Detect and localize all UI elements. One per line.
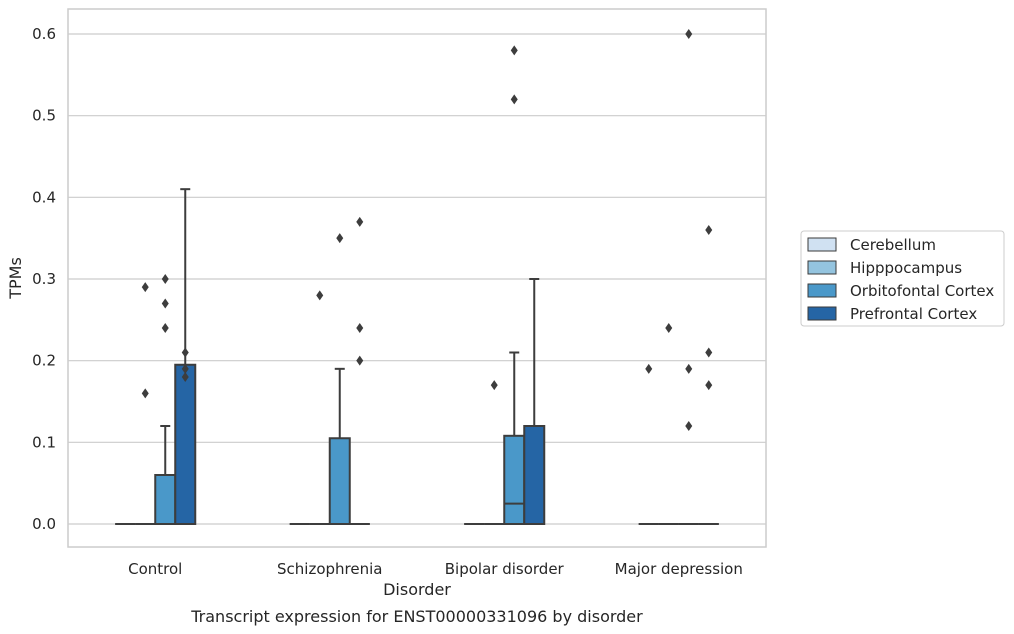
x-tick-labels: Control Schizophrenia Bipolar disorder Majo… xyxy=(128,560,743,578)
outlier-point xyxy=(141,388,149,399)
legend-swatch-cerebellum xyxy=(807,237,837,252)
x-tick-label: Bipolar disorder xyxy=(445,560,565,578)
legend-label-cerebellum: Cerebellum xyxy=(850,236,936,254)
legend-label-prefrontal: Prefrontal Cortex xyxy=(850,305,977,323)
y-tick-label: 0.1 xyxy=(32,433,56,451)
outlier-point xyxy=(685,421,693,431)
x-tick-label: Control xyxy=(128,560,182,578)
outlier-point xyxy=(181,347,189,358)
legend-swatch-prefrontal xyxy=(807,306,837,321)
box-3-2 xyxy=(523,425,546,525)
outlier-point xyxy=(161,298,169,309)
outlier-point xyxy=(685,29,693,39)
legend: Cerebellum Hipppocampus Orbitofontal Cor… xyxy=(800,230,1005,327)
y-tick-label: 0.6 xyxy=(32,25,56,43)
outlier-point xyxy=(181,372,189,382)
outlier-point xyxy=(316,290,324,301)
outlier-point xyxy=(645,363,653,374)
y-tick-label: 0.0 xyxy=(32,515,56,533)
outlier-point xyxy=(705,380,713,391)
legend-swatch-hippocampus xyxy=(807,260,837,275)
outlier-point xyxy=(141,282,149,293)
y-gridlines xyxy=(68,33,766,525)
outlier-point xyxy=(510,45,518,56)
legend-frame xyxy=(800,230,1005,327)
y-tick-label: 0.4 xyxy=(32,188,56,206)
figure-caption: Transcript expression for ENST0000033109… xyxy=(190,607,643,626)
outlier-point xyxy=(336,233,344,244)
outlier-point xyxy=(510,94,518,105)
legend-label-orbitofrontal: Orbitofontal Cortex xyxy=(850,282,994,300)
outlier-point xyxy=(705,225,713,235)
box-2-0 xyxy=(154,474,177,525)
outlier-point xyxy=(685,363,693,374)
legend-swatch-orbitofrontal xyxy=(807,283,837,298)
outlier-point xyxy=(356,355,364,366)
y-tick-label: 0.5 xyxy=(32,107,56,125)
box-2-1 xyxy=(328,437,351,525)
outlier-point xyxy=(356,216,364,227)
outlier-point xyxy=(665,323,673,333)
x-tick-label: Major depression xyxy=(615,560,743,578)
outlier-point xyxy=(161,323,169,333)
legend-label-hippocampus: Hipppocampus xyxy=(850,259,962,277)
x-tick-label: Schizophrenia xyxy=(277,560,382,578)
y-tick-labels: 0.0 0.1 0.2 0.3 0.4 0.5 0.6 xyxy=(32,25,56,533)
outlier-point xyxy=(161,274,169,284)
y-tick-label: 0.2 xyxy=(32,352,56,370)
y-axis-title: TPMs xyxy=(6,257,25,300)
box-2-2 xyxy=(503,434,526,525)
box-series xyxy=(115,29,719,525)
outlier-point xyxy=(181,363,189,374)
outlier-point xyxy=(356,323,364,333)
box-3-0 xyxy=(174,363,197,525)
x-axis-title: Disorder xyxy=(383,580,451,599)
outlier-point xyxy=(705,347,713,358)
y-tick-label: 0.3 xyxy=(32,270,56,288)
plot-frame xyxy=(67,8,767,548)
outlier-point xyxy=(490,380,498,391)
